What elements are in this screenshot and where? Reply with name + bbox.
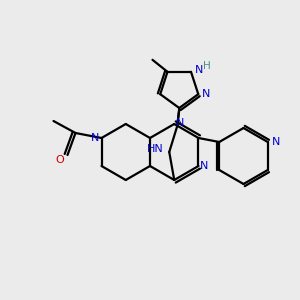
Text: HN: HN [147, 144, 164, 154]
Text: O: O [55, 155, 64, 165]
Text: N: N [200, 161, 209, 171]
Text: N: N [272, 137, 280, 147]
Text: N: N [91, 133, 100, 143]
Text: N: N [176, 118, 184, 128]
Text: H: H [203, 61, 211, 71]
Text: N: N [202, 89, 211, 99]
Text: N: N [195, 65, 203, 75]
